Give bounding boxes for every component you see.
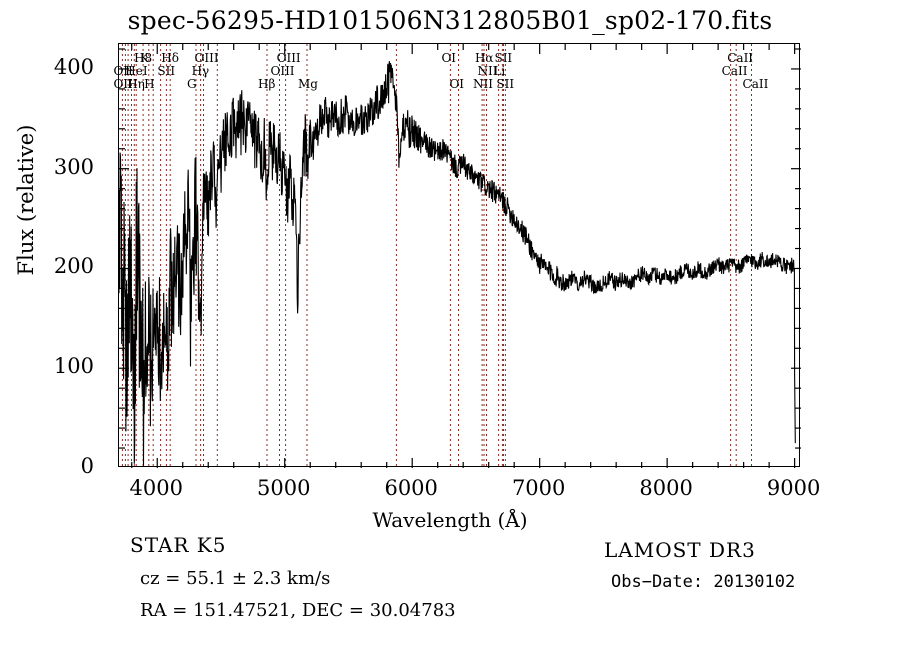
spectral-line-label: OI (441, 51, 457, 65)
spectral-line-label: OIII (276, 51, 301, 65)
spectral-line-label: NII (477, 64, 498, 78)
spectral-line-label: HeI (125, 64, 148, 78)
spectral-line-label: NII (473, 77, 494, 91)
spectral-line-markers (121, 44, 752, 468)
y-tick-label: 200 (53, 254, 94, 279)
x-tick-label: 9000 (766, 476, 821, 500)
spectral-line-label: H8 (134, 51, 153, 65)
spectral-line-label: Hβ (258, 77, 276, 91)
survey-label: LAMOST DR3 (604, 538, 756, 562)
spectrum-canvas (119, 44, 801, 468)
y-tick-label: 100 (53, 354, 94, 379)
coordinates-label: RA = 151.47521, DEC = 30.04783 (140, 600, 456, 621)
obs-date-label: Obs−Date: 20130102 (611, 572, 796, 592)
object-class-label: STAR K5 (130, 533, 227, 557)
x-tick-label: 8000 (639, 476, 693, 500)
spectral-line-label: CaII (742, 77, 769, 91)
page-title: spec-56295-HD101506N312805B01_sp02-170.f… (127, 6, 773, 35)
spectral-line-label: OIII (270, 64, 295, 78)
redshift-velocity-label: cz = 55.1 ± 2.3 km/s (140, 568, 331, 589)
spectral-line-label: K (139, 51, 149, 65)
spectral-line-label: Hγ (191, 64, 210, 78)
spectral-line-label: G (186, 77, 197, 91)
y-axis-title: Flux (relative) (14, 124, 38, 276)
spectral-line-label: Li (493, 64, 506, 78)
x-tick-label: 4000 (129, 476, 183, 500)
x-tick-label: 6000 (384, 476, 438, 500)
spectral-line-label: Mg (298, 77, 318, 91)
spectral-line-label: Hδ (161, 51, 179, 65)
y-tick-label: 0 (80, 454, 94, 478)
x-tick-label: 5000 (256, 476, 311, 500)
spectrum-plot-frame: H8 K Hδ OIII OIII OI Hα SII CaII OII HeI SII Hγ OIII N… (113, 43, 801, 468)
spectral-line-label: CaII (727, 51, 754, 65)
spectral-line-label: CaII (721, 64, 748, 78)
spectral-line-label: SII (496, 77, 515, 91)
y-tick-label: 400 (53, 54, 94, 79)
spectral-line-label: SII (494, 51, 513, 65)
x-tick-label: 7000 (511, 476, 566, 500)
spectral-line-label: OII (113, 77, 133, 91)
spectral-line-label: Hα (474, 51, 494, 65)
x-axis-title: Wavelength (Å) (372, 508, 528, 532)
spectral-line-label: OI (449, 77, 465, 91)
spectrum-svg (119, 44, 801, 468)
spectral-line-label: H (144, 77, 155, 91)
spectral-line-label: SII (157, 64, 176, 78)
spectral-line-label: OII (113, 64, 133, 78)
spectral-line-label: Hη (127, 77, 145, 91)
y-tick-label: 300 (53, 154, 94, 179)
axis-ticks (119, 44, 801, 468)
spectrum-trace (119, 61, 796, 466)
spectral-line-label: OIII (194, 51, 219, 65)
